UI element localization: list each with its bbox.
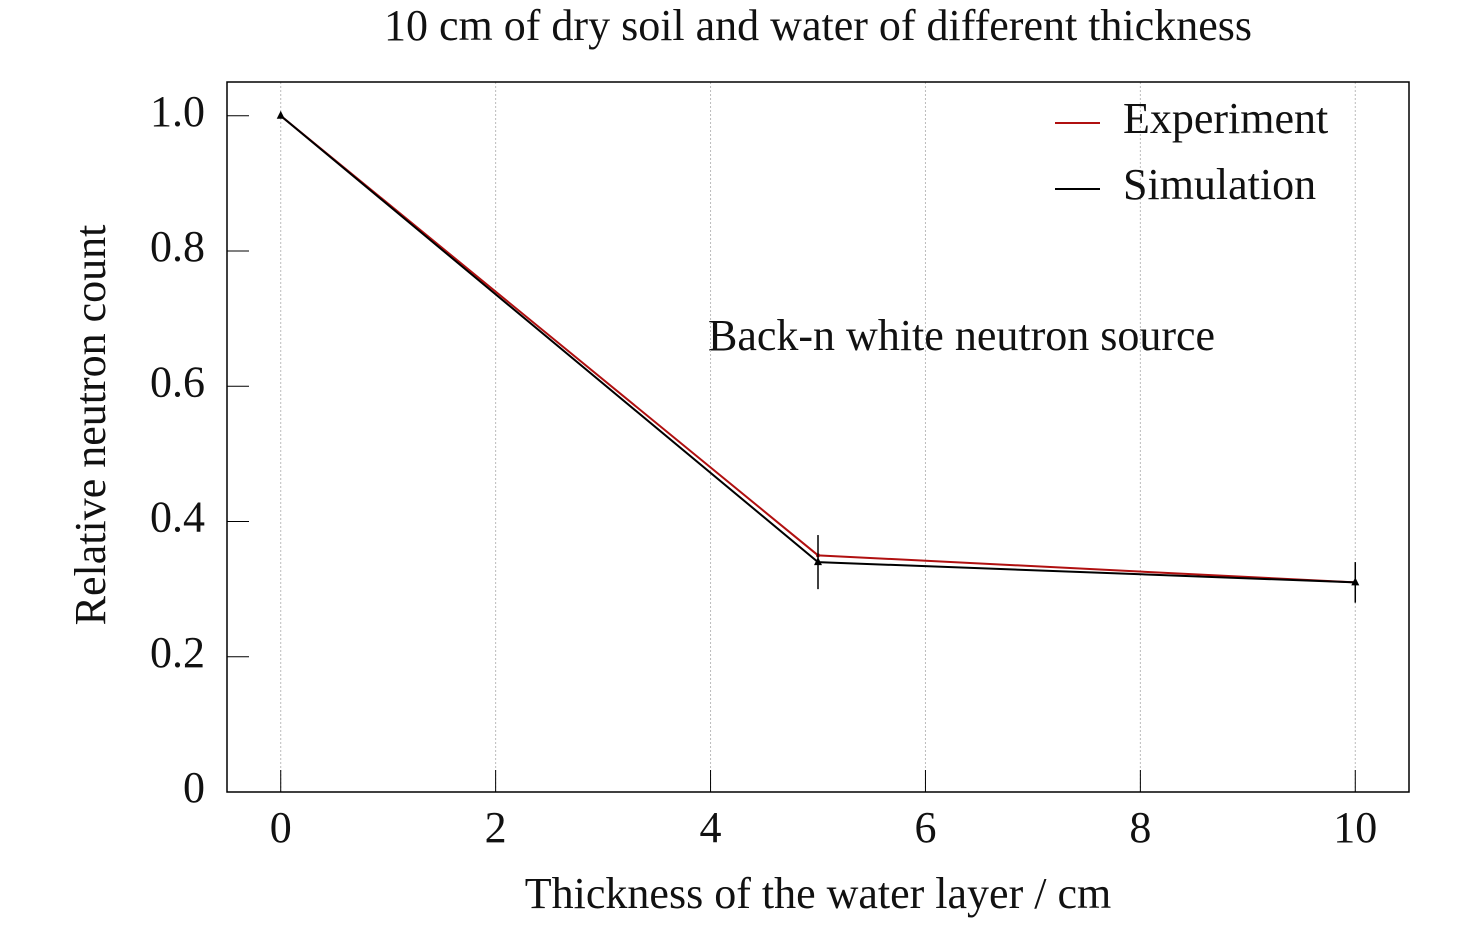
x-axis-label: Thickness of the water layer / cm [525, 869, 1111, 918]
y-tick-label: 0.4 [150, 493, 205, 542]
y-tick-label: 0.2 [150, 628, 205, 677]
x-tick-label: 10 [1333, 803, 1377, 852]
chart-title: 10 cm of dry soil and water of different… [384, 1, 1252, 50]
point [814, 557, 822, 566]
plot-frame [226, 81, 1410, 793]
x-tick-label: 0 [270, 803, 292, 852]
y-axis-label: Relative neutron count [66, 225, 115, 626]
y-tick-label: 0.8 [150, 222, 205, 271]
y-tick-label: 0.6 [150, 357, 205, 406]
point [1351, 577, 1360, 586]
x-tick-label: 6 [914, 803, 936, 852]
y-tick-label: 1.0 [150, 87, 205, 136]
x-tick-label: 8 [1129, 803, 1151, 852]
legend-label: Experiment [1123, 94, 1328, 143]
point [276, 110, 285, 119]
x-tick-label: 2 [485, 803, 507, 852]
legend-label: Simulation [1123, 160, 1316, 209]
y-tick-label: 0 [183, 763, 205, 812]
x-tick-label: 4 [700, 803, 722, 852]
annotation: Back-n white neutron source [708, 311, 1215, 360]
